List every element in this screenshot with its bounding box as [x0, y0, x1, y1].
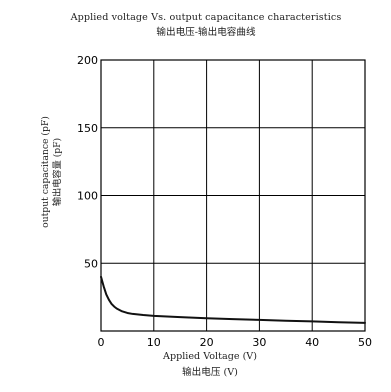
plot-frame	[100, 59, 366, 332]
x-axis-label-zh: 输出电压 (V)	[182, 367, 238, 378]
x-tick-label: 40	[305, 336, 319, 349]
y-tick-label: 50	[84, 257, 98, 270]
series-line-0	[100, 275, 366, 324]
x-tick-label: 30	[252, 336, 266, 349]
chart-subtitle: 输出电压-输出电容曲线	[156, 27, 256, 38]
grid	[101, 60, 365, 331]
chart-title: Applied voltage Vs. output capacitance c…	[70, 12, 342, 23]
x-axis-label: Applied Voltage (V)	[163, 351, 257, 362]
y-tick-label: 150	[77, 122, 98, 135]
plot-border	[100, 59, 366, 332]
tick-labels: 0 10 20 30 40 50 50 100 150 200	[77, 54, 372, 349]
x-tick-label: 10	[147, 336, 161, 349]
series-layer	[100, 275, 366, 324]
x-tick-label: 20	[200, 336, 214, 349]
x-tick-label: 50	[358, 336, 372, 349]
y-tick-label: 200	[77, 54, 98, 67]
y-tick-label: 100	[77, 190, 98, 203]
x-tick-label: 0	[98, 336, 105, 349]
